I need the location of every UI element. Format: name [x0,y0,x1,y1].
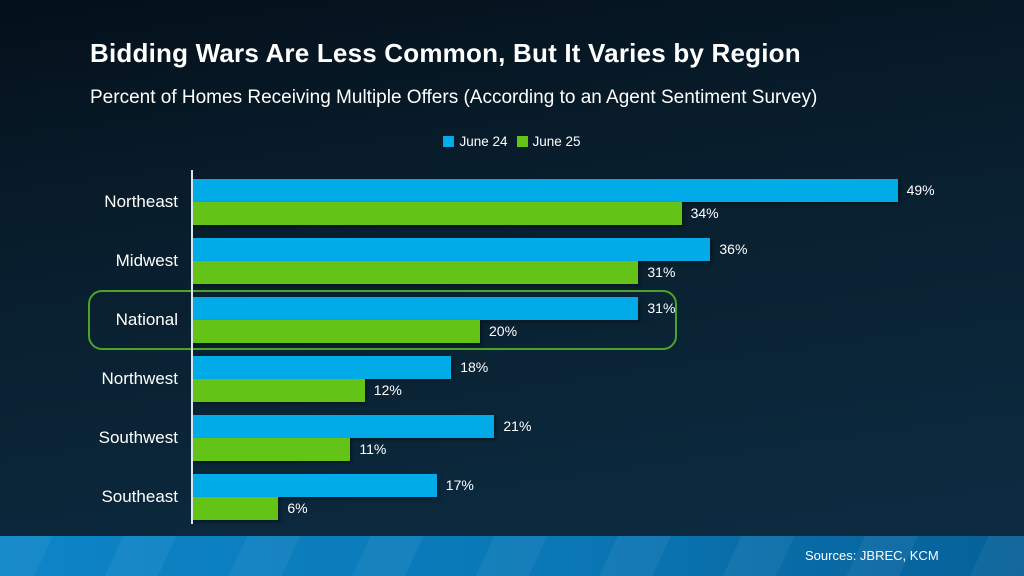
bar-value-label: 49% [906,182,935,198]
bar-value-label: 31% [647,264,676,280]
chart-row-midwest: Midwest 36% 31% [0,238,1024,284]
national-highlight-box [88,290,678,350]
bar-june-24 [192,415,495,438]
chart-row-national: National 31% 20% [0,297,1024,343]
bar-value-label: 36% [719,241,748,257]
bar-june-25 [192,202,682,225]
axis-line [191,170,193,524]
chart-row-northwest: Northwest 18% 12% [0,356,1024,402]
chart-legend: June 24 June 25 [0,134,1024,149]
bar-june-25 [192,320,480,343]
bar-value-label: 34% [690,205,719,221]
chart-row-southeast: Southeast 17% 6% [0,474,1024,520]
bar-june-24 [192,356,452,379]
category-label: Southwest [98,428,178,447]
chart-row-southwest: Southwest 21% 11% [0,415,1024,461]
category-label: Northwest [101,369,178,388]
page-title: Bidding Wars Are Less Common, But It Var… [90,38,801,68]
bar-value-label: 6% [287,500,308,516]
bar-june-24 [192,238,711,261]
bar-value-label: 17% [445,477,474,493]
bar-june-25 [192,497,279,520]
chart-row-northeast: Northeast 49% 34% [0,179,1024,225]
legend-label: June 25 [532,134,581,149]
footer-bar: Sources: JBREC, KCM [0,536,1024,576]
bar-june-25 [192,438,351,461]
bar-value-label: 18% [460,359,489,375]
category-label: Southeast [101,487,178,506]
bar-june-24 [192,474,437,497]
legend-item-june-24: June 24 [443,134,508,149]
bar-value-label: 20% [489,323,518,339]
bar-value-label: 12% [373,382,402,398]
bar-value-label: 11% [359,441,387,457]
bar-june-24 [192,179,898,202]
bar-value-label: 21% [503,418,532,434]
sources-text: Sources: JBREC, KCM [805,548,939,563]
page-subtitle: Percent of Homes Receiving Multiple Offe… [90,87,818,108]
legend-label: June 24 [459,134,508,149]
bar-june-25 [192,379,365,402]
june-24-swatch-icon [443,136,455,147]
legend-item-june-25: June 25 [516,134,581,149]
category-label: Northeast [104,192,178,211]
bar-june-24 [192,297,639,320]
june-25-swatch-icon [516,136,528,147]
bar-value-label: 31% [647,300,676,316]
bar-june-25 [192,261,639,284]
category-label: National [115,310,178,329]
category-label: Midwest [115,251,178,270]
